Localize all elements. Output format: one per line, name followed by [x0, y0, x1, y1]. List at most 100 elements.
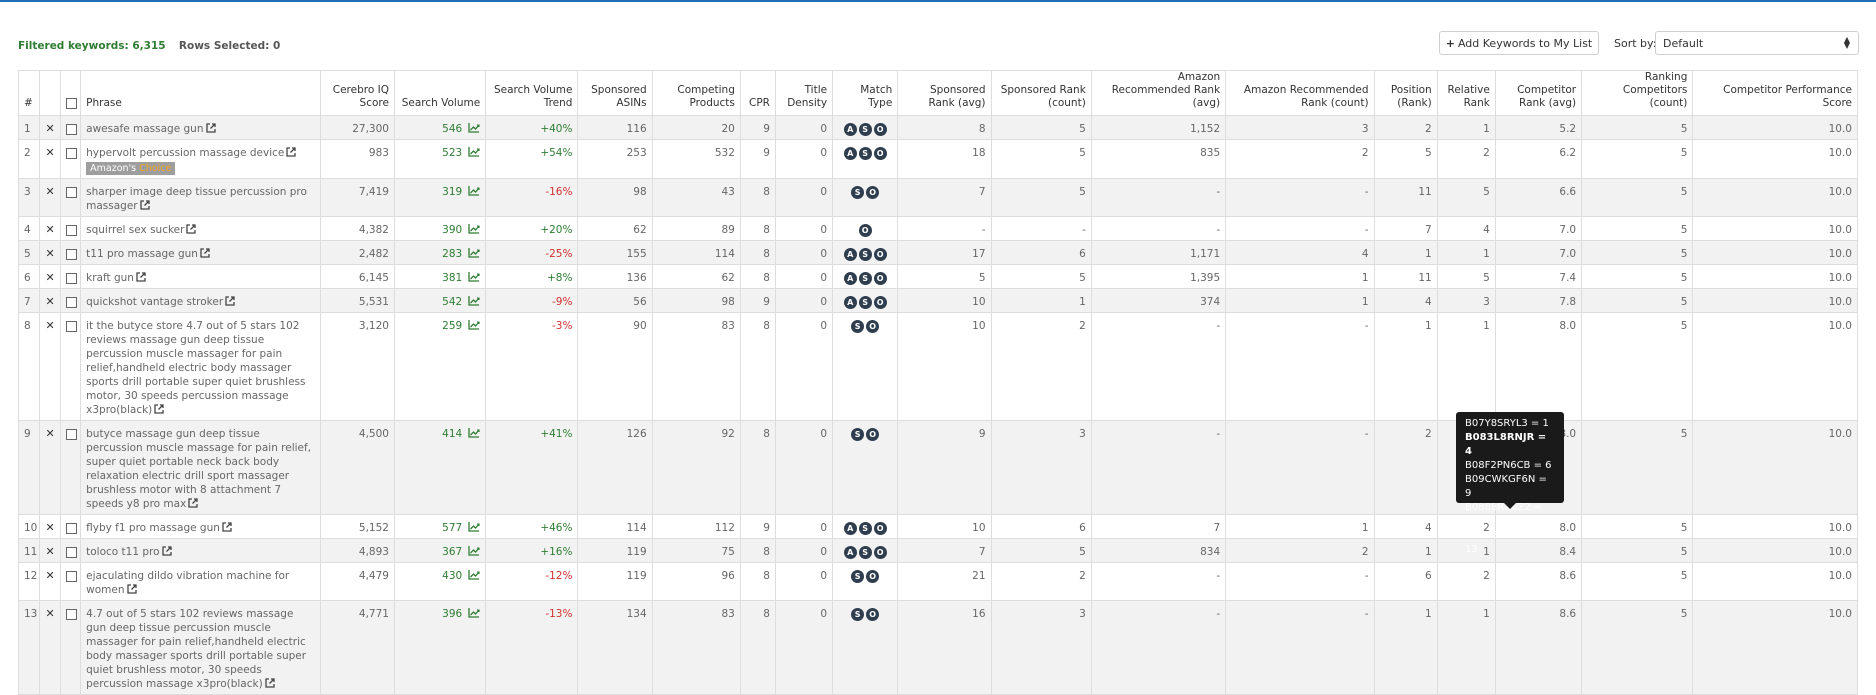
external-link-icon[interactable]	[139, 200, 150, 210]
select-all-checkbox[interactable]	[66, 97, 78, 109]
phrase-cell[interactable]: hypervolt percussion massage device Amazo…	[80, 139, 321, 179]
remove-cell[interactable]: ✕	[39, 178, 62, 217]
select-cell[interactable]	[60, 288, 82, 313]
select-cell[interactable]	[60, 514, 82, 539]
table-row[interactable]: 8 ✕ it the butyce store 4.7 out of 5 stars…	[17, 312, 1858, 421]
phrase-cell[interactable]: awesafe massage gun	[80, 115, 321, 140]
relative-rank-cell[interactable]: 1	[1436, 115, 1496, 140]
select-cell[interactable]	[60, 420, 82, 515]
remove-icon[interactable]: ✕	[45, 223, 55, 236]
col-number-header[interactable]: #	[17, 70, 41, 116]
col-position-rank-header[interactable]: Position (Rank)	[1373, 70, 1438, 116]
table-row[interactable]: 11 ✕ toloco t11 pro 4,893 367 +16% 119 75 8 0 A S O 7…	[17, 538, 1858, 563]
trend-chart-icon[interactable]	[468, 545, 480, 556]
trend-chart-icon[interactable]	[468, 122, 480, 133]
trend-chart-icon[interactable]	[468, 521, 480, 532]
remove-cell[interactable]: ✕	[39, 288, 62, 313]
remove-cell[interactable]: ✕	[39, 216, 62, 241]
table-row[interactable]: 5 ✕ t11 pro massage gun 2,482 283 -25% 155 114 8…	[17, 240, 1858, 265]
remove-icon[interactable]: ✕	[45, 607, 55, 620]
trend-chart-icon[interactable]	[468, 185, 480, 196]
relative-rank-cell[interactable]: 4	[1436, 216, 1496, 241]
phrase-cell[interactable]: 4.7 out of 5 stars 102 reviews massage g…	[80, 600, 321, 695]
row-checkbox[interactable]	[66, 522, 78, 534]
trend-chart-icon[interactable]	[468, 146, 480, 157]
remove-cell[interactable]: ✕	[39, 420, 62, 515]
phrase-cell[interactable]: t11 pro massage gun	[80, 240, 321, 265]
remove-cell[interactable]: ✕	[39, 240, 62, 265]
remove-icon[interactable]: ✕	[45, 569, 55, 582]
col-cpr-header[interactable]: CPR	[739, 70, 776, 116]
row-checkbox[interactable]	[66, 224, 78, 236]
table-row[interactable]: 2 ✕ hypervolt percussion massage device Ama…	[17, 139, 1858, 179]
relative-rank-cell[interactable]: 1	[1436, 538, 1496, 563]
table-row[interactable]: 1 ✕ awesafe massage gun 27,300 546 +40% 116 20 9…	[17, 115, 1858, 140]
select-cell[interactable]	[60, 115, 82, 140]
remove-cell[interactable]: ✕	[39, 139, 62, 179]
col-amz-rec-rank-avg-header[interactable]: Amazon Recommended Rank (avg)	[1090, 70, 1227, 116]
external-link-icon[interactable]	[222, 522, 232, 532]
col-amz-rec-rank-count-header[interactable]: Amazon Recommended Rank (count)	[1225, 70, 1375, 116]
col-competing-products-header[interactable]: Competing Products	[651, 70, 741, 116]
row-checkbox[interactable]	[66, 186, 78, 198]
relative-rank-cell[interactable]: 1	[1436, 312, 1496, 421]
col-sv-trend-header[interactable]: Search Volume Trend	[485, 70, 579, 116]
select-cell[interactable]	[60, 562, 82, 601]
phrase-cell[interactable]: butyce massage gun deep tissue percussio…	[80, 420, 321, 515]
row-checkbox[interactable]	[66, 147, 78, 159]
remove-cell[interactable]: ✕	[39, 115, 62, 140]
external-link-icon[interactable]	[205, 123, 216, 133]
row-checkbox[interactable]	[66, 428, 78, 440]
external-link-icon[interactable]	[200, 248, 210, 258]
col-phrase-header[interactable]: Phrase	[80, 70, 321, 116]
table-row[interactable]: 10 ✕ flyby f1 pro massage gun 5,152 577 +46% 1…	[17, 514, 1858, 539]
remove-icon[interactable]: ✕	[45, 185, 55, 198]
row-checkbox[interactable]	[66, 123, 78, 135]
col-competitor-rank-avg-header[interactable]: Competitor Rank (avg)	[1494, 70, 1583, 116]
relative-rank-cell[interactable]: 2	[1436, 562, 1496, 601]
select-cell[interactable]	[60, 538, 82, 563]
table-row[interactable]: 9 ✕ butyce massage gun deep tissue percuss…	[17, 420, 1858, 515]
select-cell[interactable]	[60, 178, 82, 217]
relative-rank-cell[interactable]: 2	[1436, 139, 1496, 179]
remove-cell[interactable]: ✕	[39, 538, 62, 563]
remove-icon[interactable]: ✕	[45, 146, 55, 159]
row-checkbox[interactable]	[66, 296, 78, 308]
row-checkbox[interactable]	[66, 608, 78, 620]
phrase-cell[interactable]: quickshot vantage stroker	[80, 288, 321, 313]
remove-icon[interactable]: ✕	[45, 319, 55, 332]
relative-rank-cell[interactable]: 5	[1436, 264, 1496, 289]
table-row[interactable]: 3 ✕ sharper image deep tissue percussion p…	[17, 178, 1858, 217]
select-cell[interactable]	[60, 600, 82, 695]
trend-chart-icon[interactable]	[468, 295, 480, 306]
phrase-cell[interactable]: kraft gun	[80, 264, 321, 289]
col-competitor-perf-header[interactable]: Competitor Performance Score	[1692, 70, 1858, 116]
trend-chart-icon[interactable]	[468, 223, 480, 234]
remove-cell[interactable]: ✕	[39, 514, 62, 539]
remove-icon[interactable]: ✕	[45, 427, 55, 440]
select-cell[interactable]	[60, 139, 82, 179]
external-link-icon[interactable]	[225, 296, 235, 306]
external-link-icon[interactable]	[265, 678, 275, 688]
table-row[interactable]: 6 ✕ kraft gun 6,145 381 +8% 136 62 8 0 A S O 5 5 1,395 1…	[17, 264, 1858, 289]
col-remove-header[interactable]	[39, 70, 62, 116]
phrase-cell[interactable]: flyby f1 pro massage gun	[80, 514, 321, 539]
select-cell[interactable]	[60, 216, 82, 241]
remove-icon[interactable]: ✕	[45, 295, 55, 308]
phrase-cell[interactable]: ejaculating dildo vibration machine for …	[80, 562, 321, 601]
row-checkbox[interactable]	[66, 248, 78, 260]
remove-icon[interactable]: ✕	[45, 247, 55, 260]
external-link-icon[interactable]	[188, 498, 198, 508]
trend-chart-icon[interactable]	[468, 569, 480, 580]
table-row[interactable]: 13 ✕ 4.7 out of 5 stars 102 reviews massag…	[17, 600, 1858, 695]
phrase-cell[interactable]: it the butyce store 4.7 out of 5 stars 1…	[80, 312, 321, 421]
trend-chart-icon[interactable]	[468, 319, 480, 330]
col-ranking-competitors-header[interactable]: Ranking Competitors (count)	[1581, 70, 1694, 116]
row-checkbox[interactable]	[66, 320, 78, 332]
row-checkbox[interactable]	[66, 570, 78, 582]
remove-icon[interactable]: ✕	[45, 521, 55, 534]
remove-cell[interactable]: ✕	[39, 600, 62, 695]
table-row[interactable]: 7 ✕ quickshot vantage stroker 5,531 542 -9% 56…	[17, 288, 1858, 313]
row-checkbox[interactable]	[66, 272, 78, 284]
table-row[interactable]: 4 ✕ squirrel sex sucker 4,382 390 +20% 62 89 8 0 O…	[17, 216, 1858, 241]
